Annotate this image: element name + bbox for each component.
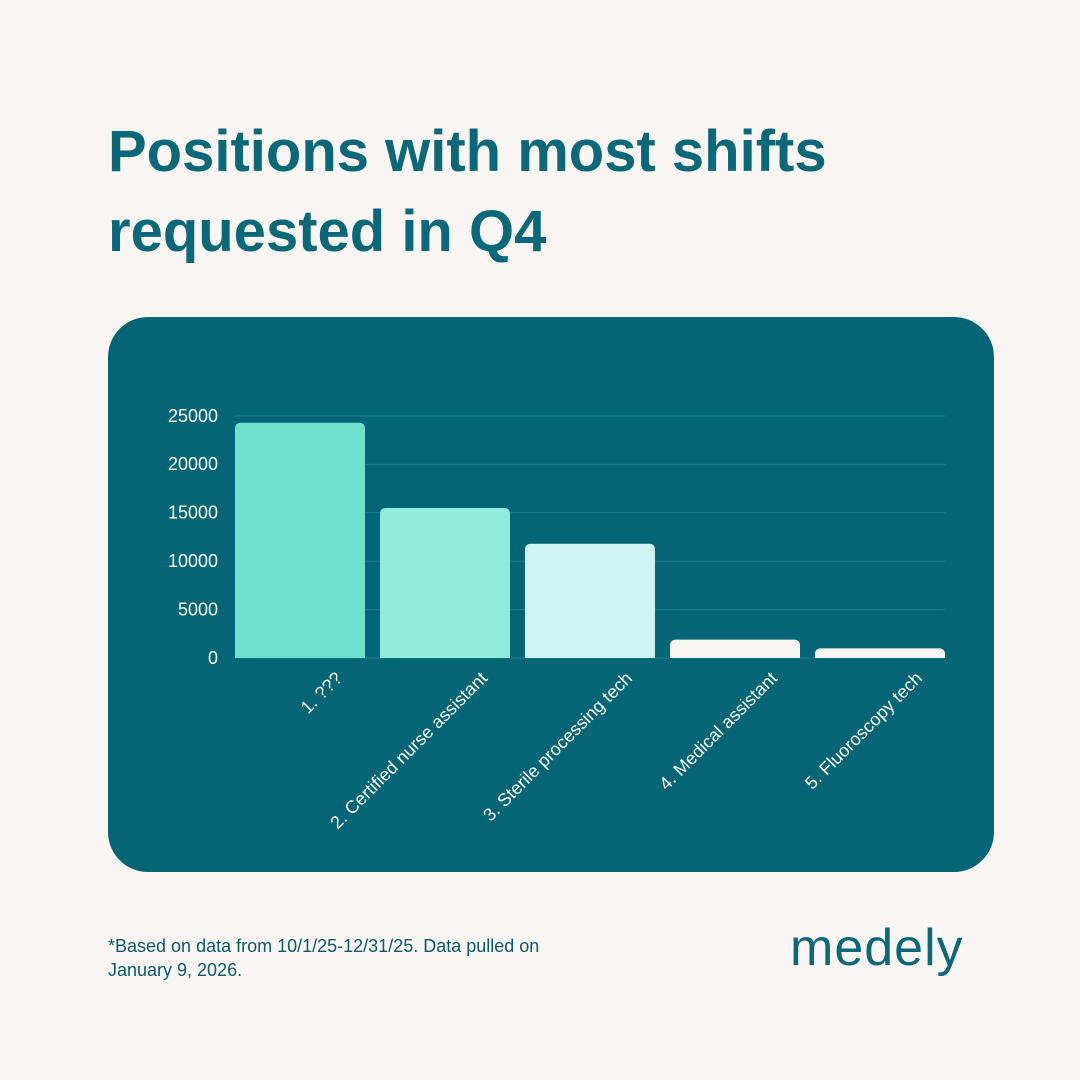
logo: medely (790, 919, 964, 977)
footnote-line: January 9, 2026. (108, 960, 243, 980)
footnote: *Based on data from 10/1/25-12/31/25. Da… (108, 934, 539, 982)
footnote-line: *Based on data from 10/1/25-12/31/25. Da… (108, 936, 540, 956)
y-tick-label: 25000 (168, 406, 218, 426)
y-tick-label: 15000 (168, 503, 218, 523)
bar (525, 543, 655, 658)
bar (235, 422, 365, 658)
y-tick-label: 20000 (168, 454, 218, 474)
bar (380, 507, 510, 658)
chart-title: Positions with most shifts requested in … (108, 119, 827, 264)
y-tick-label: 10000 (168, 551, 218, 571)
y-tick-label: 5000 (178, 599, 218, 619)
y-tick-label: 0 (208, 648, 218, 668)
bar (670, 639, 800, 658)
bar (815, 648, 945, 658)
